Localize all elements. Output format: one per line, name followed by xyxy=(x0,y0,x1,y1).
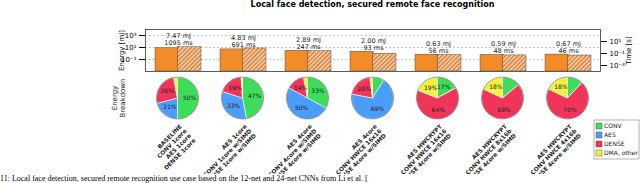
svg-text:69%: 69% xyxy=(371,105,385,112)
svg-text:18%: 18% xyxy=(489,83,503,90)
svg-text:DENSE 4core w/SIMD: DENSE 4core w/SIMD xyxy=(530,132,583,174)
html-text:Local face detection, secured: Local face detection, secured remote fac… xyxy=(250,0,495,9)
svg-text:AES: AES xyxy=(604,131,616,138)
svg-text:10¹: 10¹ xyxy=(610,38,622,46)
svg-text:17%: 17% xyxy=(437,83,451,90)
svg-text:33%: 33% xyxy=(311,87,325,94)
svg-text:2.89 mJ: 2.89 mJ xyxy=(296,35,321,44)
svg-text:68%: 68% xyxy=(497,106,511,113)
svg-text:56 ms: 56 ms xyxy=(428,47,449,55)
svg-text:AES HWCRYPT: AES HWCRYPT xyxy=(405,123,443,161)
svg-text:10¹: 10¹ xyxy=(125,44,137,52)
svg-text:DENSE 4core w/SIMD: DENSE 4core w/SIMD xyxy=(400,132,453,174)
svg-text:CONV 4core w/SIMD: CONV 4core w/SIMD xyxy=(267,128,317,174)
svg-text:Energy: Energy xyxy=(111,86,119,111)
svg-text:AES HWCRYPT: AES HWCRYPT xyxy=(535,123,573,161)
svg-text:10⁻¹: 10⁻¹ xyxy=(121,55,137,64)
svg-text:DENSE: DENSE xyxy=(604,140,625,147)
svg-text:DMA, other: DMA, other xyxy=(604,149,638,156)
svg-text:26%: 26% xyxy=(161,87,175,94)
svg-text:DENSE 1core w/SIMD: DENSE 1core w/SIMD xyxy=(205,132,258,174)
svg-text:19%: 19% xyxy=(228,84,242,91)
svg-text:93 ms: 93 ms xyxy=(363,44,384,52)
svg-text:Energy [mJ]: Energy [mJ] xyxy=(118,30,126,71)
svg-text:50%: 50% xyxy=(295,104,309,111)
svg-text:0.63 mJ: 0.63 mJ xyxy=(426,39,451,48)
svg-text:64%: 64% xyxy=(432,106,446,113)
svg-text:10⁻¹: 10⁻¹ xyxy=(610,50,626,58)
svg-text:21%: 21% xyxy=(163,103,177,110)
svg-text:47%: 47% xyxy=(248,92,262,99)
svg-text:CONV HWCE 8x16b: CONV HWCE 8x16b xyxy=(465,128,513,174)
svg-text:691 ms: 691 ms xyxy=(231,41,256,49)
svg-text:AES 4core: AES 4core xyxy=(350,123,378,151)
svg-text:CONV: CONV xyxy=(604,122,622,129)
html-text:11: Local face detection, secu: 11: Local face detection, secured remote… xyxy=(0,174,368,183)
svg-text:4.83 mJ: 4.83 mJ xyxy=(231,33,256,42)
svg-text:20%: 20% xyxy=(357,85,371,92)
svg-text:DENSE 1core: DENSE 1core xyxy=(163,137,197,171)
svg-text:46 ms: 46 ms xyxy=(558,47,579,55)
svg-text:DENSE 4core w/SIMD: DENSE 4core w/SIMD xyxy=(335,132,388,174)
svg-text:CONV 1core w/SIMD: CONV 1core w/SIMD xyxy=(202,128,252,174)
svg-text:CONV HWCE 4x16b: CONV HWCE 4x16b xyxy=(530,128,578,174)
svg-text:247 ms: 247 ms xyxy=(296,43,321,51)
svg-text:10³: 10³ xyxy=(125,32,137,40)
svg-text:1095 ms: 1095 ms xyxy=(164,39,193,47)
svg-text:AES 1core: AES 1core xyxy=(220,123,248,151)
svg-text:33%: 33% xyxy=(227,102,241,109)
svg-text:Breakdown: Breakdown xyxy=(119,78,127,117)
svg-text:CONV HWCE 16x16: CONV HWCE 16x16 xyxy=(335,128,383,174)
svg-text:AES 1core: AES 1core xyxy=(164,132,193,160)
svg-text:50%: 50% xyxy=(183,94,197,101)
svg-text:0.59 mJ: 0.59 mJ xyxy=(491,40,516,48)
svg-text:70%: 70% xyxy=(563,106,577,113)
svg-text:7.47 mJ: 7.47 mJ xyxy=(166,32,191,41)
svg-text:Time [s]: Time [s] xyxy=(625,36,633,66)
svg-text:0.67 mJ: 0.67 mJ xyxy=(556,39,581,48)
svg-text:DENSE 4core w/SIMD: DENSE 4core w/SIMD xyxy=(270,132,323,174)
svg-text:10⁻³: 10⁻³ xyxy=(610,62,626,70)
svg-text:48 ms: 48 ms xyxy=(493,47,514,55)
svg-text:AES 4core: AES 4core xyxy=(285,123,313,151)
svg-text:19%: 19% xyxy=(424,84,438,91)
svg-text:AES HWCRYPT: AES HWCRYPT xyxy=(470,123,508,161)
svg-text:CONV HWCE 16x16: CONV HWCE 16x16 xyxy=(400,128,448,174)
svg-text:CONV 1core: CONV 1core xyxy=(156,127,188,160)
svg-text:BASELINE: BASELINE xyxy=(156,123,183,150)
svg-text:2.00 mJ: 2.00 mJ xyxy=(361,36,386,45)
svg-text:DENSE 4core w/SIMD: DENSE 4core w/SIMD xyxy=(465,132,518,174)
svg-text:18%: 18% xyxy=(554,83,568,90)
svg-text:14%: 14% xyxy=(294,84,308,91)
